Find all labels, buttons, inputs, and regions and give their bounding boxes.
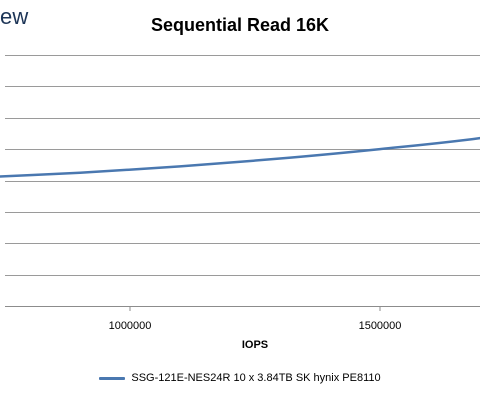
chart-title: Sequential Read 16K xyxy=(150,15,330,35)
series-line xyxy=(0,136,480,178)
logo-text: ew xyxy=(0,4,29,29)
legend-swatch xyxy=(99,376,126,380)
x-axis-title: IOPS xyxy=(242,339,268,351)
series-layer xyxy=(0,136,480,178)
x-axis-ticks: 500000100000015000002000000 xyxy=(109,306,402,332)
gridlines xyxy=(5,55,480,307)
x-tick-label: 1500000 xyxy=(359,320,402,332)
x-tick-label: 1000000 xyxy=(109,320,152,332)
legend: SSG-121E-NES24R 10 x 3.84TB SK hynix PE8… xyxy=(0,372,480,384)
legend-label: SSG-121E-NES24R 10 x 3.84TB SK hynix PE8… xyxy=(131,372,381,384)
